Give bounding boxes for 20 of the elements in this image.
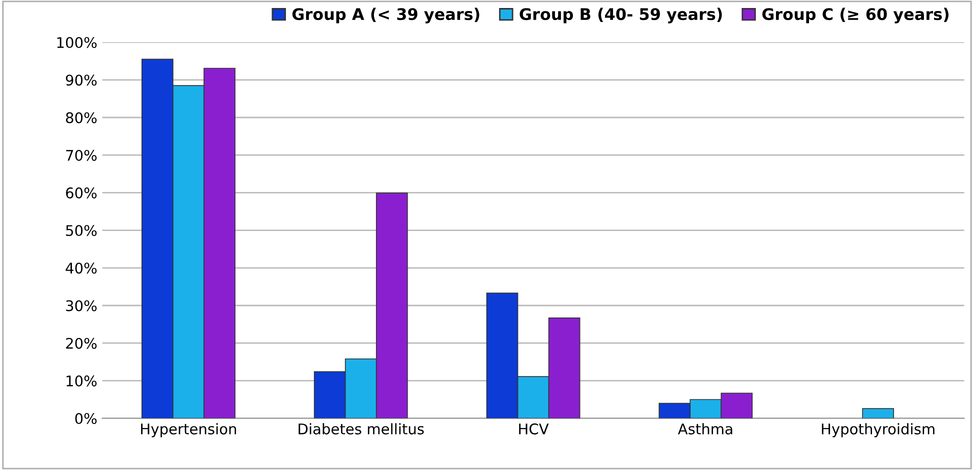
- y-tick-label: 70%: [66, 150, 97, 161]
- y-tick-label: 60%: [66, 187, 97, 198]
- legend-label: Group B (40- 59 years): [520, 8, 722, 24]
- x-tick-label: HCV: [519, 423, 549, 434]
- y-tick-label: 90%: [66, 74, 97, 86]
- y-tick-label: 30%: [66, 300, 97, 312]
- x-tick-label: Diabetes mellitus: [298, 423, 424, 434]
- y-tick-label: 10%: [66, 375, 97, 386]
- legend-label: Group C (≥ 60 years): [762, 8, 949, 24]
- y-tick-label: 40%: [66, 262, 97, 274]
- y-tick-label: 80%: [66, 112, 97, 124]
- bar: [862, 408, 894, 418]
- x-tick-label: Asthma: [678, 423, 732, 434]
- y-tick-label: 20%: [66, 338, 97, 349]
- x-tick-label: Hypothyroidism: [822, 423, 934, 438]
- legend-label: Group A (< 39 years): [292, 8, 480, 24]
- x-tick-label: Hypertension: [141, 423, 236, 438]
- y-tick-label: 100%: [57, 37, 97, 48]
- y-tick-label: 0%: [75, 413, 97, 424]
- y-tick-label: 50%: [66, 225, 97, 236]
